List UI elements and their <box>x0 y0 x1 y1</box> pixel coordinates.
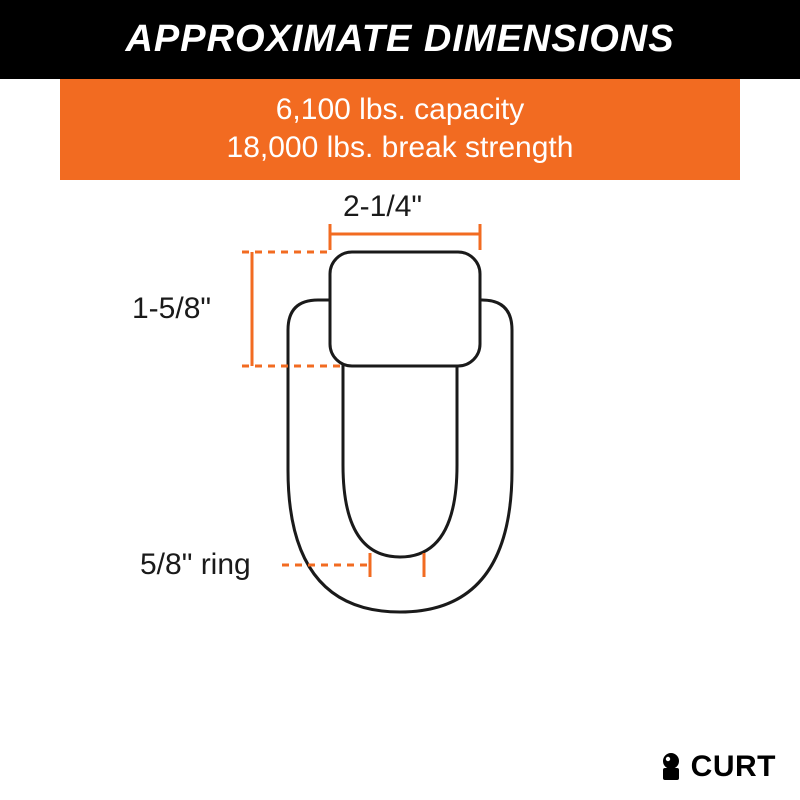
title-bar: APPROXIMATE DIMENSIONS <box>0 0 800 79</box>
dim-top-width <box>330 224 480 250</box>
label-ring-thickness: 5/8" ring <box>140 548 251 582</box>
label-bracket-height: 1-5/8" <box>132 292 211 326</box>
diagram-area: 2-1/4" 1-5/8" 5/8" ring <box>0 180 800 740</box>
mounting-bracket <box>330 252 480 366</box>
dim-bracket-height <box>242 252 340 366</box>
page-title: APPROXIMATE DIMENSIONS <box>125 18 674 60</box>
brand-name: CURT <box>691 750 776 784</box>
spec-bar: 6,100 lbs. capacity 18,000 lbs. break st… <box>60 79 740 180</box>
label-top-width: 2-1/4" <box>343 190 422 224</box>
dimension-diagram <box>0 180 800 740</box>
hitch-ball-icon <box>657 752 685 782</box>
capacity-spec: 6,100 lbs. capacity <box>60 91 740 129</box>
brand-logo: CURT <box>657 750 776 784</box>
break-strength-spec: 18,000 lbs. break strength <box>60 129 740 167</box>
